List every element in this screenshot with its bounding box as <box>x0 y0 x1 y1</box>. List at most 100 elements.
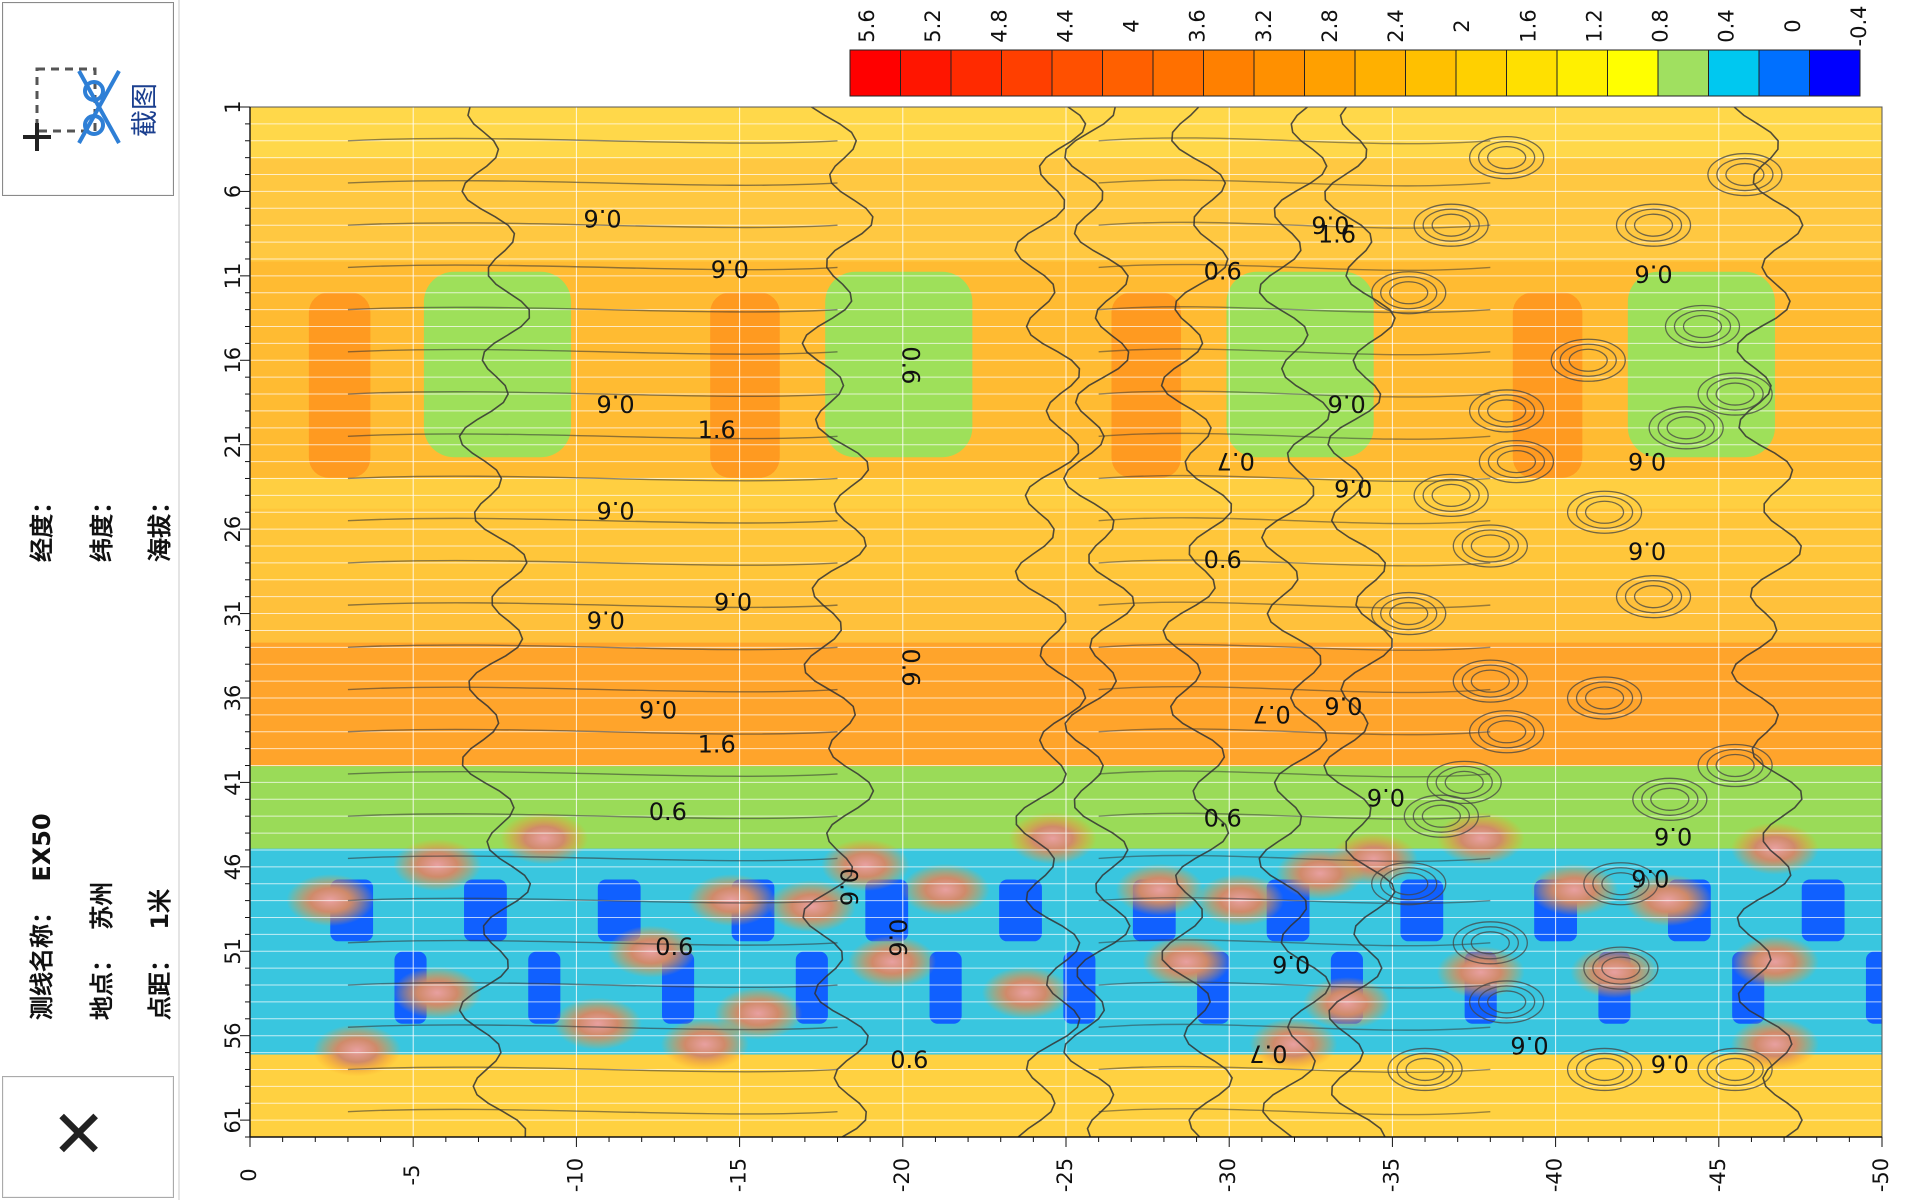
contour-line <box>1098 306 1491 314</box>
contour-label: 0.6 <box>1311 211 1349 239</box>
depth-tick-label: -40 <box>1543 1158 1567 1192</box>
colorbar-tick-label: 4.4 <box>1053 9 1077 42</box>
contour-line <box>347 939 838 946</box>
hotspot <box>981 966 1070 1019</box>
contour-ring <box>1478 439 1555 484</box>
contour-line <box>1014 107 1087 1137</box>
contour-ring <box>1650 787 1690 811</box>
colorbar-tick-label: 3.2 <box>1252 9 1276 42</box>
station-tick-label: 51 <box>221 938 245 965</box>
anomaly-blue <box>464 879 507 942</box>
contour-label: 0.6 <box>1367 783 1405 811</box>
contour-line <box>1098 812 1491 820</box>
depth-tick-label: -10 <box>563 1158 587 1192</box>
contour-ring <box>1575 1052 1634 1087</box>
colorbar-tick-label: 0.4 <box>1715 9 1739 42</box>
colorbar-tick-label: 1.6 <box>1516 9 1540 42</box>
close-button[interactable]: ✕ <box>2 1076 174 1198</box>
contour-line <box>1098 981 1491 989</box>
colorbar-swatch <box>1758 49 1810 97</box>
contour-ring <box>1657 411 1715 445</box>
contour-line <box>1098 685 1491 694</box>
contour-ring <box>1666 416 1706 440</box>
anomaly-orange <box>1111 292 1174 478</box>
anomaly-blue <box>1801 879 1845 942</box>
colorbar-swatch <box>900 49 952 97</box>
line-name-label: 测线名称： <box>28 900 56 1020</box>
contour-label: 0.7 <box>1253 700 1291 728</box>
depth-tick-label: -25 <box>1053 1158 1077 1192</box>
contour-ring <box>1664 304 1741 349</box>
contour-line <box>1098 263 1491 271</box>
anomaly-orange <box>710 292 772 478</box>
hotspot <box>1249 1018 1338 1071</box>
contour-ring <box>1413 203 1489 247</box>
location-value: 苏州 <box>88 881 116 930</box>
contour-ring <box>1380 867 1438 901</box>
screenshot-icon <box>23 67 121 151</box>
hotspot <box>1570 946 1659 999</box>
contour-ring <box>1435 765 1493 800</box>
contour-ring <box>1389 281 1429 305</box>
colorbar-swatch <box>1354 49 1406 97</box>
contour-ring <box>1461 529 1519 563</box>
contour-line <box>347 770 838 777</box>
colorbar-swatch <box>1051 49 1103 97</box>
contour-ring <box>1706 377 1764 411</box>
contour-line <box>1098 432 1491 440</box>
anomaly-blue <box>597 879 641 942</box>
contour-label: 0.7 <box>1217 447 1255 475</box>
contour-line <box>347 982 838 989</box>
station-tick-label: 16 <box>221 347 245 374</box>
contour-ring <box>1624 208 1683 242</box>
colorbar-swatch <box>1152 49 1204 97</box>
location-field: 地点： 苏州 <box>82 882 117 1020</box>
station-tick-label: 26 <box>221 516 245 543</box>
contour-line <box>347 517 838 524</box>
contour-ring <box>1468 389 1545 433</box>
contour-ring <box>1632 777 1708 821</box>
colorbar-tick-label: 5.6 <box>855 9 879 42</box>
depth-tick-label: 0 <box>237 1168 261 1181</box>
contour-ring <box>1452 921 1528 965</box>
hotspot <box>767 880 856 933</box>
hotspot <box>1115 863 1204 916</box>
hotspot <box>901 863 990 916</box>
contour-line <box>1160 107 1233 1137</box>
contour-line <box>347 813 838 820</box>
altitude-label: 海拔： <box>146 490 174 562</box>
contour-ring <box>1601 872 1641 896</box>
station-tick-label: 1 <box>221 100 245 113</box>
contour-line <box>1098 728 1491 736</box>
contour-label: 0.6 <box>587 606 625 634</box>
contour-line <box>1098 137 1491 145</box>
contour-ring <box>1486 990 1527 1014</box>
screenshot-button[interactable]: 截图 <box>2 2 174 196</box>
longitude-label: 经度： <box>28 490 56 562</box>
contour-ring <box>1470 669 1510 693</box>
contour-labels: 0.6 0.7 0.6 0.6 0.6 0.6 0.6 0.6 0.6 0.6 0.6 0.6 1.6 0… <box>583 204 1692 1078</box>
depth-tick-label: -35 <box>1379 1158 1403 1192</box>
colorbar-tick-label: -0.4 <box>1847 6 1871 47</box>
colorbar-swatch <box>1657 49 1709 97</box>
contour-ring <box>1615 203 1692 247</box>
contour-label: 0.6 <box>1328 389 1366 417</box>
contour-ring <box>1566 1047 1643 1092</box>
station-tick-label: 36 <box>221 685 245 712</box>
contour-ring <box>1566 676 1643 720</box>
anomaly-blue <box>1400 879 1444 942</box>
contour-ring <box>1648 406 1724 450</box>
colorbar-tick-label: 2 <box>1450 19 1474 32</box>
contour-label: 0.6 <box>583 204 621 232</box>
colorbar-tick-label: 3.6 <box>1186 9 1210 42</box>
contour-line <box>801 107 875 1137</box>
contour-line <box>347 686 838 693</box>
hotspot <box>660 1018 749 1071</box>
contour-ring <box>1706 1052 1764 1087</box>
contour-line <box>1098 897 1491 905</box>
contour-ring <box>1444 770 1484 795</box>
contour-line <box>347 644 838 651</box>
spacing-value: 1米 <box>146 888 174 930</box>
contour-ring <box>1371 271 1447 315</box>
